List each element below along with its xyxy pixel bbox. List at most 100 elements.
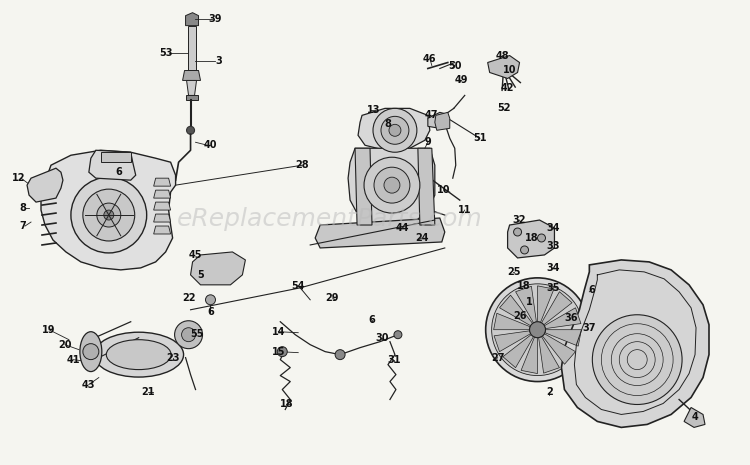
Polygon shape [542,292,572,325]
Polygon shape [542,334,575,364]
Circle shape [335,350,345,359]
Circle shape [538,234,545,242]
Circle shape [486,278,590,382]
Text: 8: 8 [385,120,392,129]
Polygon shape [88,150,136,180]
Text: 24: 24 [415,233,428,243]
Polygon shape [508,220,554,258]
Ellipse shape [80,332,102,372]
Text: 29: 29 [326,293,339,303]
Text: 42: 42 [501,83,515,93]
Text: 18: 18 [525,233,538,243]
Circle shape [175,321,202,349]
Polygon shape [154,202,170,210]
Text: 18: 18 [517,281,530,291]
Text: 20: 20 [58,339,72,350]
Text: 10: 10 [503,66,516,75]
Text: 54: 54 [292,281,305,291]
Polygon shape [27,168,63,202]
Polygon shape [538,286,554,322]
Circle shape [384,177,400,193]
Text: 6: 6 [369,315,376,325]
Circle shape [83,189,135,241]
Text: 14: 14 [272,327,285,337]
Ellipse shape [106,339,171,370]
Text: 34: 34 [547,263,560,273]
Polygon shape [538,337,560,373]
Text: 40: 40 [204,140,218,150]
Text: 1: 1 [526,297,533,307]
Polygon shape [188,26,196,71]
Polygon shape [684,407,705,427]
Text: 37: 37 [583,323,596,333]
Text: 33: 33 [547,241,560,251]
Text: 43: 43 [82,379,95,390]
Polygon shape [515,286,536,323]
Polygon shape [545,330,581,346]
Circle shape [592,315,682,405]
Polygon shape [348,148,435,228]
Text: 32: 32 [513,215,526,225]
Polygon shape [418,148,435,225]
Text: 5: 5 [197,270,204,280]
Circle shape [206,295,215,305]
Text: 48: 48 [496,51,509,60]
Circle shape [278,347,287,357]
Text: 18: 18 [280,399,293,410]
Text: 25: 25 [507,267,520,277]
Circle shape [83,344,99,359]
Polygon shape [187,80,196,95]
Text: 45: 45 [189,250,202,260]
Text: 52: 52 [496,103,510,113]
Text: 36: 36 [565,313,578,323]
Text: 27: 27 [491,352,505,363]
Circle shape [182,328,196,342]
Text: 22: 22 [182,293,195,303]
Ellipse shape [94,332,184,377]
Circle shape [374,167,410,203]
Text: 4: 4 [692,412,698,422]
Polygon shape [500,295,532,325]
Polygon shape [435,113,450,130]
Text: 31: 31 [387,355,400,365]
Circle shape [364,157,420,213]
Circle shape [187,126,194,134]
Polygon shape [154,178,170,186]
Text: 6: 6 [588,285,595,295]
Text: 3: 3 [215,55,222,66]
Text: 35: 35 [547,283,560,293]
Text: 28: 28 [296,160,309,170]
Text: 10: 10 [437,185,451,195]
Text: 6: 6 [207,307,214,317]
Text: 11: 11 [458,205,472,215]
Polygon shape [154,214,170,222]
Polygon shape [544,308,581,329]
Text: 55: 55 [190,329,203,339]
Text: 12: 12 [12,173,26,183]
Circle shape [97,203,121,227]
Polygon shape [185,95,197,100]
Circle shape [520,246,529,254]
Circle shape [381,116,409,144]
Text: 39: 39 [209,13,222,24]
Polygon shape [185,13,199,26]
Polygon shape [562,260,709,427]
Circle shape [492,284,584,376]
Text: 41: 41 [66,355,80,365]
Text: eReplacementParts.com: eReplacementParts.com [177,206,483,231]
Text: 23: 23 [166,352,179,363]
Circle shape [373,108,417,152]
Text: 50: 50 [448,60,461,71]
Text: 26: 26 [513,311,526,321]
Polygon shape [488,55,520,79]
Circle shape [394,331,402,339]
Polygon shape [358,108,430,150]
Polygon shape [521,337,538,373]
Polygon shape [154,226,170,234]
Text: 8: 8 [20,203,26,213]
Polygon shape [355,148,372,225]
Text: 7: 7 [20,221,26,231]
Text: 53: 53 [159,47,172,58]
Circle shape [104,210,114,220]
Polygon shape [427,113,448,128]
